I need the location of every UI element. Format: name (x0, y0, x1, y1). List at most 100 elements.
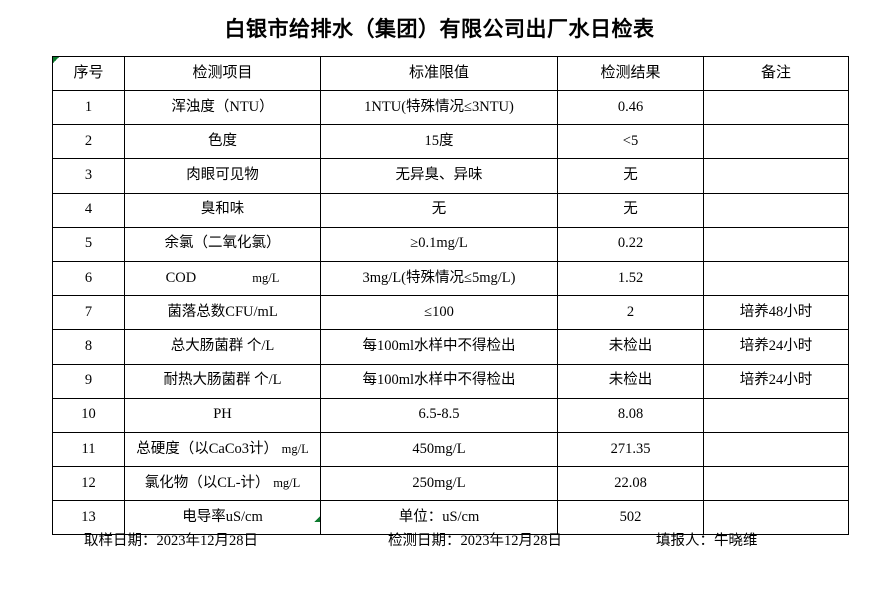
cell-item[interactable]: 总大肠菌群 个/L (124, 329, 321, 365)
column-header-remark: 备注 (703, 56, 849, 91)
cell-remark[interactable] (703, 124, 849, 160)
footer: 取样日期：2023年12月28日 检测日期：2023年12月28日 填报人：牛晓… (52, 529, 848, 555)
column-header-item: 检测项目 (124, 56, 321, 91)
cell-standard[interactable]: 3mg/L(特殊情况≤5mg/L) (320, 260, 558, 297)
cell-remark[interactable] (703, 260, 849, 297)
cell-item[interactable]: 总硬度（以CaCo3计） mg/L (124, 431, 321, 468)
cell-result[interactable]: 502 (557, 500, 704, 536)
cell-no[interactable]: 2 (52, 124, 125, 160)
cell-result[interactable]: <5 (557, 124, 704, 160)
table-row: 4 臭和味 无无 (52, 192, 849, 228)
cell-item[interactable]: COD mg/L (124, 260, 321, 297)
cell-no[interactable]: 4 (52, 192, 125, 228)
item-label: 色度 (208, 132, 237, 149)
cell-result[interactable]: 0.46 (557, 89, 704, 126)
water-quality-table: 序号 检测项目 标准限值 检测结果 备注 1 浑浊度（NTU） 1NTU(特殊情况≤… (52, 56, 849, 536)
table-row: 5 余氯（二氧化氯） ≥0.1mg/L 0.22 (52, 226, 849, 262)
cell-result[interactable]: 1.52 (557, 260, 704, 297)
column-header-result: 检测结果 (557, 56, 704, 91)
cell-item[interactable]: 菌落总数CFU/mL (124, 295, 321, 331)
item-label: 氯化物（以CL-计） (144, 474, 270, 491)
cell-no[interactable]: 10 (52, 397, 125, 433)
cell-remark[interactable] (703, 431, 849, 468)
item-unit: mg/L (273, 475, 301, 490)
cell-no[interactable]: 3 (52, 158, 125, 194)
table-row: 13 电导率uS/cm 单位：uS/cm 502 (52, 500, 849, 536)
cell-remark[interactable] (703, 500, 849, 536)
cell-item[interactable]: 肉眼可见物 (124, 158, 321, 194)
cell-remark[interactable] (703, 226, 849, 262)
item-label: 电导率uS/cm (182, 508, 263, 525)
cell-item[interactable]: PH (124, 397, 321, 433)
cell-no[interactable]: 6 (52, 260, 125, 297)
cell-remark[interactable] (703, 466, 849, 502)
cell-result[interactable]: 8.08 (557, 397, 704, 433)
cell-standard[interactable]: 6.5-8.5 (320, 397, 558, 433)
cell-standard[interactable]: 无异臭、异味 (320, 158, 558, 194)
cell-standard[interactable]: ≤100 (320, 295, 558, 331)
cell-item[interactable]: 氯化物（以CL-计） mg/L (124, 466, 321, 502)
cell-no[interactable]: 9 (52, 363, 125, 399)
cell-standard[interactable]: 每100ml水样中不得检出 (320, 363, 558, 399)
cell-standard[interactable]: 250mg/L (320, 466, 558, 502)
cell-no[interactable]: 5 (52, 226, 125, 262)
column-header-standard: 标准限值 (320, 56, 558, 91)
cell-remark[interactable] (703, 89, 849, 126)
table-header-row: 序号 检测项目 标准限值 检测结果 备注 (52, 56, 849, 91)
table-row: 8 总大肠菌群 个/L 每100ml水样中不得检出 未检出 培养24小时 (52, 329, 849, 365)
table-row: 1 浑浊度（NTU） 1NTU(特殊情况≤3NTU) 0.46 (52, 89, 849, 126)
column-header-no: 序号 (52, 56, 125, 91)
cell-no[interactable]: 13 (52, 500, 125, 536)
table-row: 2 色度 15度 <5 (52, 124, 849, 160)
cell-result[interactable]: 271.35 (557, 431, 704, 468)
cell-item[interactable]: 余氯（二氧化氯） (124, 226, 321, 262)
cell-item[interactable]: 浑浊度（NTU） (124, 89, 321, 126)
cell-standard[interactable]: ≥0.1mg/L (320, 226, 558, 262)
cell-no[interactable]: 1 (52, 89, 125, 126)
cell-item[interactable]: 耐热大肠菌群 个/L (124, 363, 321, 399)
cell-remark[interactable]: 培养48小时 (703, 295, 849, 331)
table-row: 6 COD mg/L 3mg/L(特殊情况≤5mg/L) 1.52 (52, 260, 849, 297)
cell-no[interactable]: 12 (52, 466, 125, 502)
cell-result[interactable]: 22.08 (557, 466, 704, 502)
cell-item[interactable]: 电导率uS/cm (124, 500, 321, 536)
cell-item[interactable]: 臭和味 (124, 192, 321, 228)
cell-result[interactable]: 0.22 (557, 226, 704, 262)
item-label: 耐热大肠菌群 个/L (163, 372, 282, 389)
cell-remark[interactable] (703, 192, 849, 228)
page-title: 白银市给排水（集团）有限公司出厂水日检表 (224, 17, 655, 41)
item-label: 菌落总数CFU/mL (167, 303, 278, 320)
cell-standard[interactable]: 1NTU(特殊情况≤3NTU) (320, 89, 558, 126)
cell-item[interactable]: 色度 (124, 124, 321, 160)
cell-standard[interactable]: 450mg/L (320, 431, 558, 468)
item-label: 浑浊度（NTU） (171, 98, 274, 115)
table-body: 1 浑浊度（NTU） 1NTU(特殊情况≤3NTU) 0.46 2 色度 15度 <5 3 肉眼可… (52, 89, 849, 536)
table-row: 3 肉眼可见物 无异臭、异味无 (52, 158, 849, 194)
item-label: 总硬度（以CaCo3计） (136, 440, 279, 457)
item-unit: mg/L (281, 441, 309, 456)
cell-result[interactable]: 无 (557, 158, 704, 194)
cell-standard[interactable]: 15度 (320, 124, 558, 160)
cell-no[interactable]: 11 (52, 431, 125, 468)
cell-standard[interactable]: 每100ml水样中不得检出 (320, 329, 558, 365)
table-row: 12 氯化物（以CL-计） mg/L 250mg/L 22.08 (52, 466, 849, 502)
cell-remark[interactable] (703, 158, 849, 194)
item-label: 余氯（二氧化氯） (164, 235, 281, 252)
item-label: 肉眼可见物 (186, 167, 259, 183)
cell-no[interactable]: 8 (52, 329, 125, 365)
item-label: PH (213, 406, 232, 423)
table-row: 11 总硬度（以CaCo3计） mg/L 450mg/L 271.35 (52, 431, 849, 468)
cell-result[interactable]: 未检出 (557, 329, 704, 365)
cell-standard[interactable]: 无 (320, 192, 558, 228)
item-label: COD (165, 269, 197, 286)
cell-result[interactable]: 2 (557, 295, 704, 331)
cell-remark[interactable] (703, 397, 849, 433)
item-unit: mg/L (252, 270, 280, 285)
cell-no[interactable]: 7 (52, 295, 125, 331)
cell-result[interactable]: 无 (557, 192, 704, 228)
test-date-label: 检测日期：2023年12月28日 (388, 533, 562, 549)
cell-result[interactable]: 未检出 (557, 363, 704, 399)
cell-remark[interactable]: 培养24小时 (703, 363, 849, 399)
cell-remark[interactable]: 培养24小时 (703, 329, 849, 365)
